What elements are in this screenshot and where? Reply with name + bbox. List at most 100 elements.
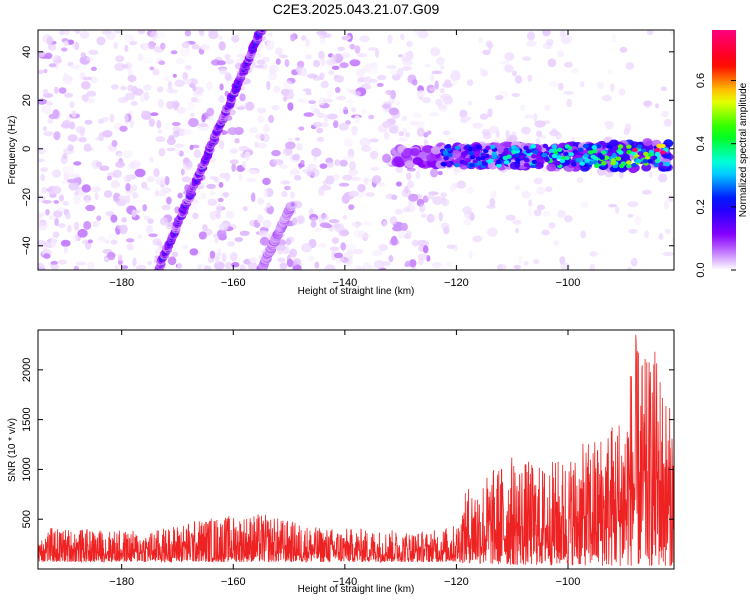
heatmap-cell (154, 189, 159, 197)
heatmap-cell (316, 136, 324, 142)
heatmap-cell (117, 225, 124, 230)
y-tick-label: −20 (21, 188, 33, 207)
heatmap-cell (416, 127, 425, 137)
heatmap-cell (42, 126, 48, 132)
heatmap-cell (157, 129, 163, 134)
heatmap-cell (536, 186, 546, 195)
heatmap-cell (62, 165, 74, 175)
heatmap-cell (63, 245, 68, 254)
heatmap-cell (414, 120, 426, 129)
heatmap-cell (644, 155, 651, 161)
heatmap-cell (468, 250, 473, 259)
heatmap-cell (495, 130, 500, 138)
heatmap-cell (302, 168, 311, 174)
heatmap-cell (316, 30, 328, 36)
heatmap-cell (489, 197, 496, 207)
heatmap-cell (317, 112, 325, 118)
heatmap-cell (348, 204, 355, 211)
heatmap-cell (437, 170, 443, 176)
heatmap-cell (536, 204, 546, 211)
heatmap-cell (257, 197, 265, 205)
heatmap-cell (186, 101, 195, 112)
heatmap-cell (46, 101, 54, 106)
heatmap-cell (342, 174, 353, 181)
heatmap-cell (511, 93, 521, 97)
heatmap-cell (331, 65, 340, 71)
heatmap-cell (547, 58, 557, 68)
heatmap-cell (334, 159, 341, 167)
snr-x-ticks: −180 −160 −140 −120 −100 (109, 330, 580, 588)
heatmap-cell (73, 221, 80, 231)
heatmap-cell (351, 125, 358, 136)
heatmap-cell (42, 200, 52, 204)
heatmap-cell (462, 161, 469, 166)
heatmap-cell (148, 40, 156, 50)
heatmap-cell (135, 264, 147, 270)
heatmap-cell (389, 125, 399, 134)
heatmap-cell (149, 66, 155, 71)
heatmap-cell (255, 64, 264, 69)
heatmap-cell (184, 65, 192, 70)
heatmap-cell (426, 153, 437, 162)
heatmap-cell (249, 127, 259, 134)
heatmap-cell (279, 262, 288, 270)
heatmap-cell (442, 82, 453, 88)
heatmap-cell (124, 44, 129, 53)
heatmap-cell (354, 45, 361, 54)
heatmap-cell (113, 41, 118, 50)
heatmap-cell (244, 151, 251, 161)
heatmap-cell (41, 187, 48, 194)
colorbar-tick-label: 0.0 (695, 262, 707, 277)
heatmap-cell (664, 118, 672, 127)
heatmap-cell (85, 204, 96, 212)
heatmap-cell (643, 230, 650, 239)
heatmap-cell (533, 112, 538, 122)
heatmap-cell (69, 101, 75, 109)
heatmap-cell (404, 160, 415, 169)
x-tick-label: −160 (221, 576, 246, 588)
heatmap-cell (626, 144, 632, 149)
heatmap-cell (463, 219, 472, 226)
colorbar-tick-label: 0.2 (695, 199, 707, 214)
heatmap-cell (305, 38, 310, 48)
heatmap-cell (369, 150, 379, 160)
heatmap-cell (306, 73, 318, 79)
heatmap-cell (467, 146, 474, 152)
heatmap-cell (266, 80, 271, 91)
heatmap-cell (134, 168, 146, 178)
heatmap-cell (305, 54, 312, 60)
heatmap-cell (563, 151, 569, 157)
heatmap-cell (311, 147, 322, 157)
heatmap-cell (341, 259, 350, 264)
heatmap-cell (308, 100, 316, 104)
heatmap-cell (627, 214, 634, 218)
heatmap-cell (271, 104, 280, 111)
heatmap-cell (627, 201, 639, 208)
heatmap-cell (256, 59, 266, 65)
heatmap-cell (626, 160, 632, 165)
heatmap-cell (86, 90, 97, 97)
heatmap-cell (142, 57, 154, 64)
heatmap-cell (571, 162, 577, 167)
heatmap-cell (118, 195, 128, 200)
snr-background (38, 330, 674, 569)
heatmap-cell (65, 212, 71, 220)
heatmap-cell (38, 213, 43, 220)
heatmap-cell (480, 155, 486, 161)
heatmap-cell (72, 30, 78, 33)
heatmap-cell (81, 239, 89, 245)
heatmap-cell (61, 120, 72, 129)
heatmap-cell (124, 34, 135, 43)
heatmap-cell (482, 161, 488, 166)
heatmap-cell (170, 50, 178, 55)
heatmap-cell (566, 98, 573, 108)
heatmap-cell (655, 103, 659, 109)
heatmap-cell (73, 161, 82, 166)
heatmap-cell (284, 185, 291, 191)
colorbar-gradient (712, 30, 736, 270)
heatmap-cell (579, 81, 585, 88)
heatmap-cell (538, 177, 543, 183)
heatmap-cell (435, 98, 443, 106)
y-tick-label: 1500 (21, 407, 33, 431)
heatmap-cell (120, 85, 127, 91)
